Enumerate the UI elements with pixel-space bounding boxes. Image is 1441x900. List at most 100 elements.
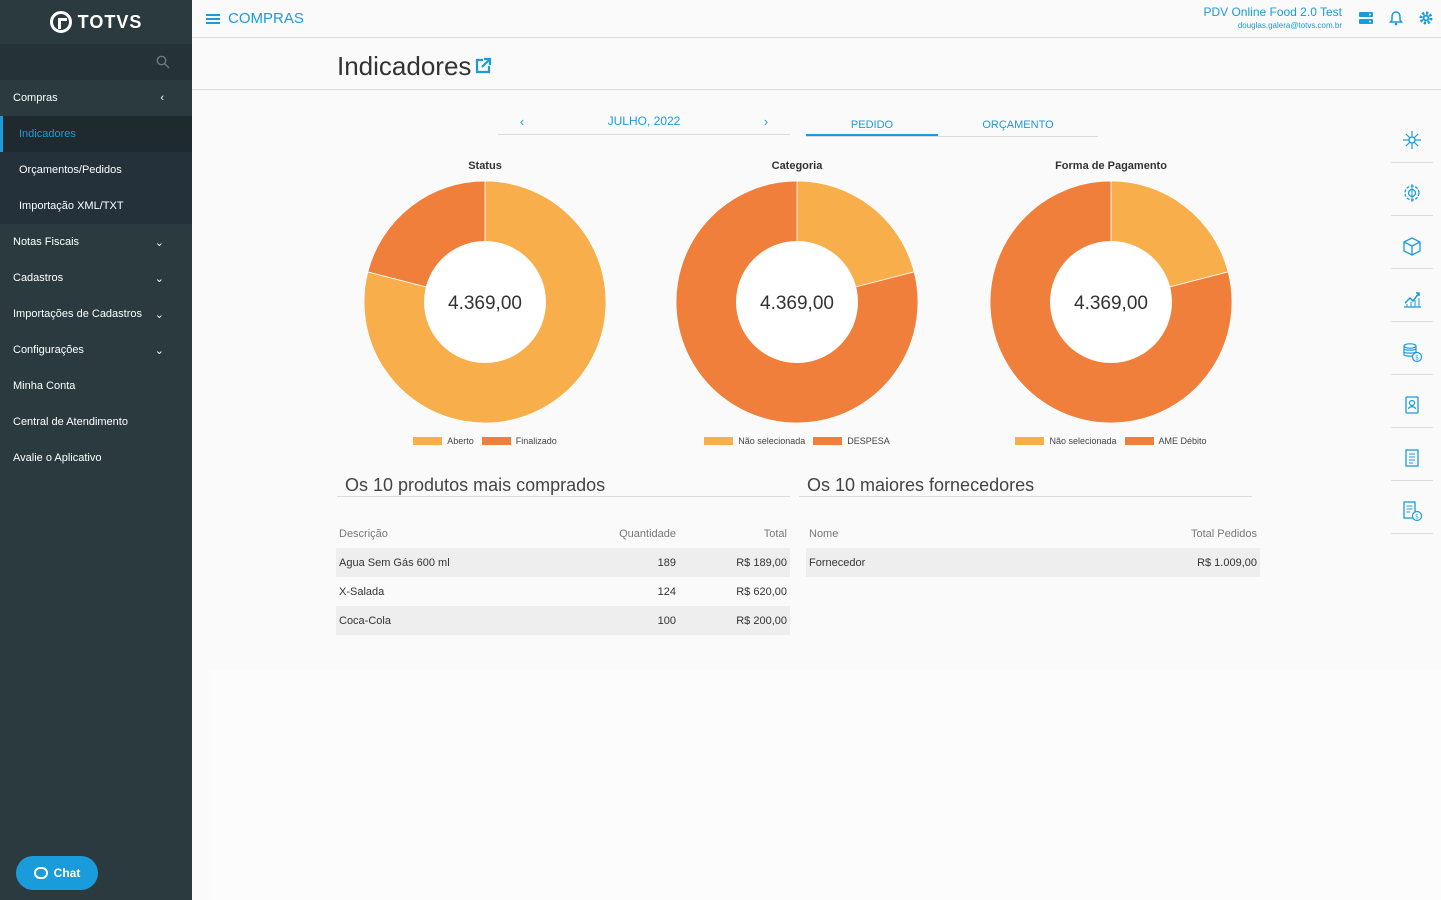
- sidebar-subitem-orcamentos-pedidos[interactable]: Orçamentos/Pedidos: [19, 164, 122, 176]
- hamburger-menu-icon[interactable]: [206, 13, 220, 24]
- sidebar-item-avalie-aplicativo[interactable]: Avalie o Aplicativo: [0, 440, 192, 476]
- totvs-logo[interactable]: TOTVS: [0, 0, 192, 44]
- box-icon: [1403, 237, 1421, 256]
- legend-item: AME Débito: [1124, 436, 1207, 446]
- products-section-title: Os 10 produtos mais comprados: [337, 475, 790, 497]
- search-icon[interactable]: [156, 55, 170, 69]
- suppliers-table: Nome Total Pedidos Fornecedor R$ 1.009,0…: [806, 520, 1260, 577]
- sidebar-item-notas-fiscais[interactable]: Notas Fiscais ⌄: [0, 224, 192, 260]
- legend-swatch: [1124, 437, 1154, 445]
- company-name: PDV Online Food 2.0 Test: [1203, 5, 1342, 19]
- gear-icon[interactable]: [1418, 10, 1434, 26]
- chart-title: Categoria: [771, 160, 823, 172]
- sidebar-item-label: Cadastros: [13, 272, 64, 284]
- chevron-down-icon: ⌄: [154, 236, 164, 249]
- table-row: Coca-Cola 100 R$ 200,00: [336, 606, 790, 635]
- sidebar-item-label: Notas Fiscais: [13, 236, 80, 248]
- table-header: Nome Total Pedidos: [806, 520, 1260, 548]
- product-total: R$ 189,00: [736, 556, 787, 569]
- page-title: Indicadores: [337, 51, 472, 81]
- supplier-name: Fornecedor: [809, 556, 866, 569]
- trend-chart-icon: [1404, 292, 1421, 308]
- sidebar-item-minha-conta[interactable]: Minha Conta: [0, 368, 192, 404]
- next-month-button[interactable]: ›: [763, 113, 769, 129]
- sidebar-item-label: Configurações: [13, 344, 84, 356]
- user-info[interactable]: PDV Online Food 2.0 Test douglas.galera@…: [1203, 5, 1342, 30]
- chat-button[interactable]: Chat: [16, 856, 98, 890]
- svg-text:$: $: [1415, 355, 1419, 362]
- id-badge-icon: [1405, 396, 1419, 414]
- rail-button-products[interactable]: [1391, 224, 1433, 269]
- chat-label: Chat: [53, 866, 81, 880]
- chevron-left-icon: ‹: [160, 92, 164, 104]
- status-donut: 4.369,00: [363, 180, 607, 424]
- sidebar-search[interactable]: [0, 44, 192, 80]
- legend-item: DESPESA: [813, 436, 890, 446]
- user-email: douglas.galera@totvs.com.br: [1237, 21, 1342, 30]
- product-description: X-Salada: [339, 585, 385, 598]
- sidebar-item-central-atendimento[interactable]: Central de Atendimento: [0, 404, 192, 440]
- logo-text: TOTVS: [77, 11, 143, 32]
- sidebar-item-cadastros[interactable]: Cadastros ⌄: [0, 260, 192, 296]
- sidebar-item-configuracoes[interactable]: Configurações ⌄: [0, 332, 192, 368]
- product-description: Agua Sem Gás 600 ml: [339, 556, 450, 569]
- rail-button-badge[interactable]: [1391, 383, 1433, 428]
- month-selector: ‹ JULHO, 2022 ›: [498, 108, 790, 135]
- chevron-down-icon: ⌄: [154, 272, 164, 285]
- chevron-down-icon: ⌄: [154, 344, 164, 357]
- legend-item: Aberto: [413, 436, 474, 446]
- column-header-total-pedidos: Total Pedidos: [1190, 528, 1257, 540]
- legend-item: Não selecionada: [704, 436, 805, 446]
- rail-button-global-settings[interactable]: [1391, 171, 1433, 216]
- table-row: Agua Sem Gás 600 ml 189 R$ 189,00: [336, 548, 790, 577]
- previous-month-button[interactable]: ‹: [519, 113, 525, 129]
- donut-hole: [424, 241, 546, 363]
- suppliers-section-title: Os 10 maiores fornecedores: [799, 475, 1252, 497]
- external-link-icon[interactable]: [474, 57, 492, 75]
- tab-pedido[interactable]: PEDIDO: [806, 112, 938, 136]
- legend-label: Aberto: [447, 436, 474, 446]
- rail-button-reports[interactable]: [1391, 277, 1433, 322]
- legend-label: DESPESA: [847, 436, 890, 446]
- compras-submenu: Indicadores Orçamentos/Pedidos Importaçã…: [0, 116, 192, 224]
- rail-button-network[interactable]: [1391, 118, 1433, 163]
- network-icon: [1403, 131, 1421, 149]
- top-bar: COMPRAS PDV Online Food 2.0 Test douglas…: [192, 0, 1441, 38]
- chevron-down-icon: ⌄: [154, 308, 164, 321]
- gear-globe-icon: [1404, 184, 1420, 202]
- server-icon[interactable]: [1358, 10, 1374, 26]
- categoria-chart: Categoria 4.369,00 Não selecionada DESPE…: [667, 160, 927, 446]
- rail-button-invoices[interactable]: $: [1391, 489, 1433, 534]
- coins-icon: $: [1403, 343, 1423, 363]
- legend-swatch: [1015, 437, 1045, 445]
- legend-swatch: [813, 437, 843, 445]
- legend-label: Não selecionada: [738, 436, 806, 446]
- column-header-nome: Nome: [809, 528, 839, 540]
- sidebar-subitem-indicadores[interactable]: Indicadores: [0, 116, 192, 152]
- column-header-descricao: Descrição: [339, 528, 388, 540]
- sidebar-item-label: Compras: [13, 92, 58, 104]
- sidebar-item-importacoes-cadastros[interactable]: Importações de Cadastros ⌄: [0, 296, 192, 332]
- content-footer-area: [210, 670, 1441, 900]
- sidebar: TOTVS Compras ‹ Indicadores Orçamentos/P…: [0, 0, 192, 900]
- donut-center-value: 4.369,00: [1074, 293, 1148, 314]
- column-header-quantidade: Quantidade: [619, 528, 676, 540]
- sidebar-item-compras[interactable]: Compras ‹: [0, 80, 192, 116]
- rail-button-documents[interactable]: [1391, 436, 1433, 481]
- bell-icon[interactable]: [1388, 10, 1404, 26]
- rail-button-finance[interactable]: $: [1391, 330, 1433, 375]
- legend-label: Não selecionada: [1049, 436, 1117, 446]
- product-quantity: 100: [657, 614, 676, 627]
- sidebar-item-label: Minha Conta: [13, 380, 76, 392]
- product-total: R$ 200,00: [736, 614, 787, 627]
- product-quantity: 189: [657, 556, 676, 569]
- tab-orcamento[interactable]: ORÇAMENTO: [982, 119, 1054, 131]
- product-description: Coca-Cola: [339, 614, 391, 627]
- module-title: COMPRAS: [228, 10, 304, 27]
- month-label: JULHO, 2022: [607, 114, 681, 128]
- chart-legend: Não selecionada AME Débito: [981, 436, 1241, 446]
- invoice-icon: $: [1403, 501, 1423, 522]
- pagamento-donut: 4.369,00: [989, 180, 1233, 424]
- sidebar-subitem-importacao-xml[interactable]: Importação XML/TXT: [19, 200, 124, 212]
- pagamento-chart: Forma de Pagamento 4.369,00 Não selecion…: [981, 160, 1241, 446]
